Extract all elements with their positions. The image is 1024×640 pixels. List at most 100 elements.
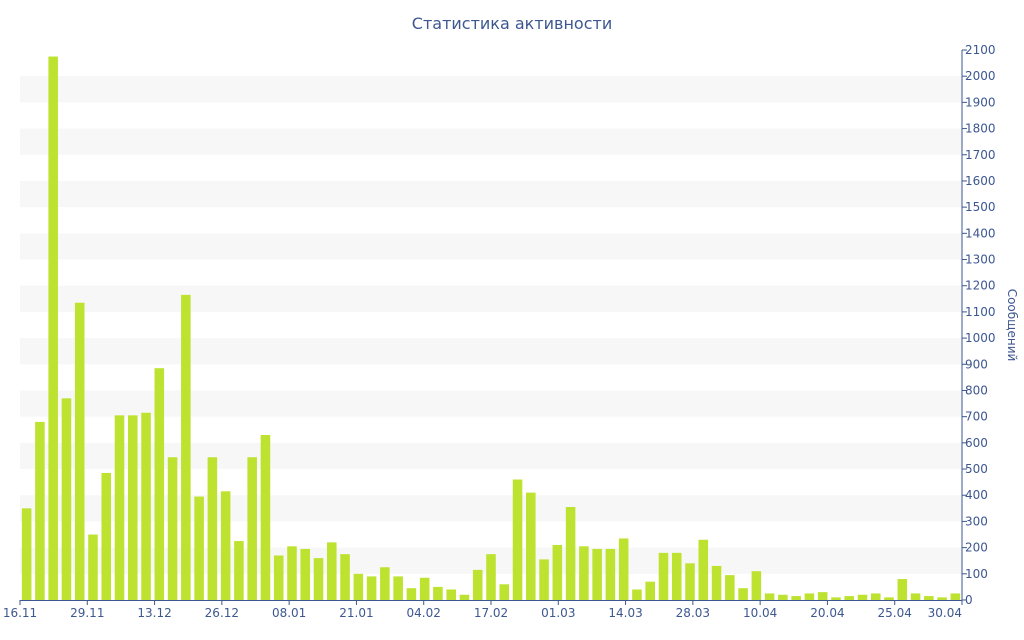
x-tick-label: 21.01: [339, 606, 373, 620]
bar: [366, 576, 377, 600]
bar: [273, 555, 284, 600]
x-tick-label: 04.02: [407, 606, 441, 620]
y-tick-label: 0: [965, 593, 973, 607]
bar: [910, 593, 921, 600]
x-tick-label: 16.11: [3, 606, 37, 620]
x-tick-label: 14.03: [608, 606, 642, 620]
grid-band: [20, 233, 962, 260]
y-tick-label: 1800: [965, 122, 996, 136]
x-tick-label: 08.01: [272, 606, 306, 620]
bar: [35, 421, 45, 600]
bar: [154, 368, 165, 600]
x-tick-label: 10.04: [743, 606, 777, 620]
bar: [618, 538, 629, 600]
bar: [114, 415, 125, 600]
bar: [685, 563, 695, 600]
y-tick-label: 100: [965, 567, 988, 581]
bar: [539, 559, 549, 600]
y-axis-title: Сообщений: [1005, 289, 1019, 362]
bar: [419, 577, 430, 600]
bar: [220, 491, 231, 600]
x-tick-label: 29.11: [70, 606, 104, 620]
chart-title: Статистика активности: [411, 14, 613, 33]
bar: [327, 542, 337, 600]
bar: [711, 565, 722, 600]
y-tick-label: 1500: [965, 200, 996, 214]
bar: [48, 56, 58, 601]
bar: [884, 597, 894, 600]
y-tick-label: 200: [965, 541, 988, 555]
y-tick-label: 1300: [965, 253, 996, 267]
bar: [698, 539, 709, 600]
bar: [632, 589, 642, 600]
grid-band: [20, 338, 962, 365]
bar: [817, 592, 828, 600]
bar: [924, 596, 934, 600]
bars-group: [21, 56, 961, 601]
bar: [950, 593, 961, 600]
bar: [287, 546, 297, 600]
grid-band: [20, 285, 962, 312]
bar: [565, 507, 576, 600]
bar: [433, 586, 443, 600]
bar: [167, 457, 178, 600]
bar: [592, 548, 602, 600]
y-tick-label: 900: [965, 357, 988, 371]
x-tick-label: 26.12: [205, 606, 239, 620]
bar: [353, 573, 364, 600]
bar: [499, 584, 510, 600]
bar: [101, 472, 112, 600]
bar: [658, 552, 669, 600]
y-axis: 0 100 200 300 400 500 600 700 800 900 1000 1100 1200…: [961, 43, 1019, 607]
bar: [857, 594, 868, 600]
bar: [21, 508, 32, 600]
x-tick-label: 25.04: [878, 606, 912, 620]
bar: [831, 597, 841, 600]
bar: [738, 588, 748, 600]
y-tick-label: 500: [965, 462, 988, 476]
bar: [526, 492, 536, 600]
bar: [472, 569, 483, 600]
bar: [870, 593, 881, 600]
y-tick-label: 800: [965, 383, 988, 397]
bar: [486, 554, 496, 600]
grid-band: [20, 180, 962, 208]
bar: [88, 534, 98, 600]
bar: [61, 398, 72, 600]
bar: [764, 593, 775, 600]
x-tick-label: 20.04: [810, 606, 844, 620]
x-tick-label: 01.03: [541, 606, 575, 620]
y-tick-label: 1000: [965, 331, 996, 345]
bar: [671, 552, 682, 600]
bar: [751, 571, 762, 600]
x-tick-label: 30.04: [928, 606, 962, 620]
bar: [937, 597, 947, 600]
bar: [260, 435, 271, 600]
x-tick-label: 13.12: [137, 606, 171, 620]
bar: [459, 594, 470, 600]
bar: [340, 554, 350, 600]
bar: [804, 593, 815, 600]
x-axis: 16.11 29.11 13.12 26.12 08.01 21.01 04.02 17.02…: [3, 600, 963, 620]
bar: [247, 457, 257, 600]
bar: [141, 412, 151, 600]
bar: [207, 457, 218, 600]
y-tick-label: 300: [965, 514, 988, 528]
y-tick-label: 2100: [965, 43, 996, 57]
bar: [234, 541, 244, 600]
y-tick-label: 600: [965, 436, 988, 450]
bar: [512, 479, 523, 600]
bar: [446, 589, 456, 600]
grid-band: [20, 76, 962, 103]
bar: [645, 581, 655, 600]
x-tick-label: 17.02: [474, 606, 508, 620]
bar: [393, 576, 403, 600]
bar: [605, 548, 616, 600]
y-tick-label: 1400: [965, 226, 996, 240]
bar: [897, 579, 908, 600]
bar: [406, 588, 417, 600]
bar: [725, 575, 735, 600]
y-tick-label: 1600: [965, 174, 996, 188]
y-tick-label: 700: [965, 410, 988, 424]
